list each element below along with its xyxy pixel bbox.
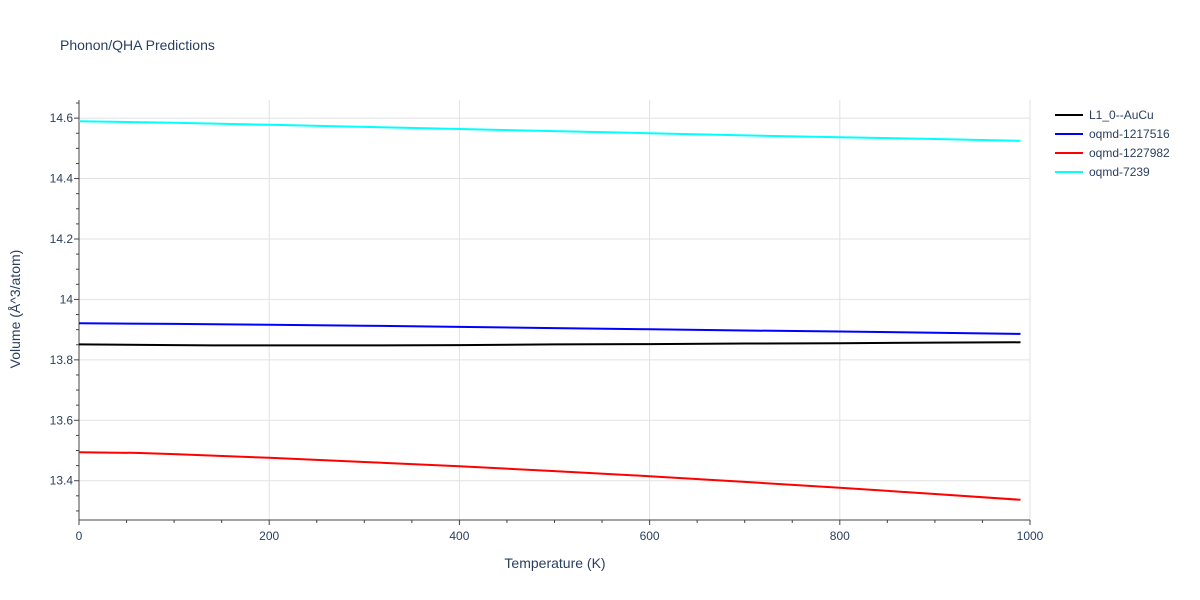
x-tick-label: 200 [259,529,279,543]
x-tick-label: 600 [640,529,660,543]
legend-label: oqmd-1227982 [1089,146,1170,160]
y-tick-label: 14.2 [50,232,74,246]
x-tick-label: 400 [449,529,469,543]
grid [79,100,1031,520]
series-line-oqmd-1217516 [78,322,1021,335]
y-tick-label: 13.8 [50,353,74,367]
series-line-oqmd-1227982 [78,451,1021,501]
x-axis-title: Temperature (K) [504,555,605,571]
y-tick-label: 13.4 [50,474,74,488]
legend-item[interactable]: L1_0--AuCu [1055,108,1154,122]
series-line-oqmd-7239 [78,120,1021,142]
ticks: 0 200 400 600 800 1000 13.4 13.6 13.8 14 14.2 14.4 1… [50,102,1044,543]
y-tick-label: 14.4 [50,172,74,186]
legend[interactable]: L1_0--AuCu oqmd-1217516 oqmd-1227982 oqmd-7… [1055,108,1170,179]
y-tick-label: 13.6 [50,413,74,427]
axes [78,100,1030,521]
chart-title: Phonon/QHA Predictions [60,37,215,53]
legend-label: oqmd-7239 [1089,165,1150,179]
legend-label: oqmd-1217516 [1089,127,1170,141]
x-tick-label: 800 [830,529,850,543]
legend-item[interactable]: oqmd-7239 [1055,165,1150,179]
x-tick-label: 0 [76,529,83,543]
legend-item[interactable]: oqmd-1217516 [1055,127,1170,141]
x-tick-label: 1000 [1017,529,1044,543]
y-tick-label: 14.6 [50,111,74,125]
series-line-L1_0--AuCu [78,341,1021,347]
plot-area [78,120,1021,501]
legend-label: L1_0--AuCu [1089,108,1154,122]
y-axis-title: Volume (Å^3/atom) [7,250,23,369]
y-tick-label: 14 [60,292,74,306]
legend-item[interactable]: oqmd-1227982 [1055,146,1170,160]
